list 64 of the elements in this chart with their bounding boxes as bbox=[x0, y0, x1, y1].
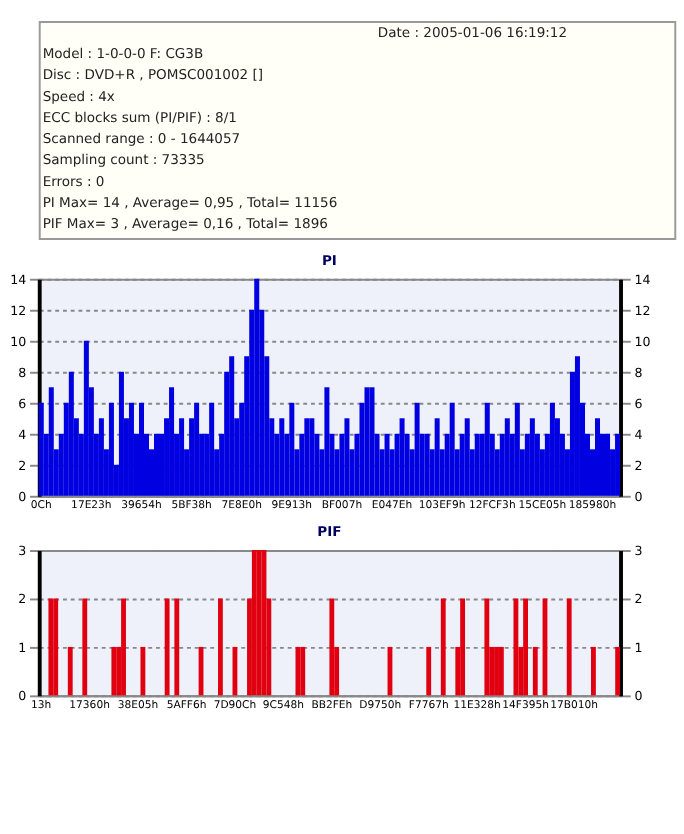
bar bbox=[217, 598, 223, 696]
bar bbox=[140, 646, 146, 696]
bar bbox=[460, 598, 466, 696]
bar bbox=[295, 646, 301, 696]
bar bbox=[449, 402, 455, 496]
bar bbox=[174, 598, 180, 696]
bar bbox=[532, 646, 538, 696]
bar bbox=[344, 418, 350, 496]
bar bbox=[48, 387, 54, 496]
bar bbox=[514, 402, 520, 496]
bar bbox=[424, 433, 430, 496]
bar bbox=[300, 646, 306, 696]
bar bbox=[549, 402, 555, 496]
bar bbox=[138, 402, 144, 496]
bar bbox=[484, 598, 490, 696]
bar bbox=[83, 340, 89, 496]
bar bbox=[426, 646, 432, 696]
bar bbox=[513, 598, 519, 696]
bar bbox=[38, 402, 44, 496]
bar bbox=[440, 598, 446, 696]
bar bbox=[574, 356, 580, 496]
bar bbox=[329, 598, 335, 696]
bar bbox=[279, 418, 285, 496]
bar bbox=[566, 598, 572, 696]
bar bbox=[111, 646, 117, 696]
bar bbox=[523, 598, 529, 696]
bar bbox=[434, 418, 440, 496]
bar bbox=[53, 598, 59, 696]
bar bbox=[118, 371, 124, 496]
bar bbox=[324, 387, 330, 496]
bar bbox=[474, 433, 480, 496]
bar bbox=[194, 402, 200, 496]
bar bbox=[595, 418, 601, 496]
bar bbox=[498, 646, 504, 696]
bar bbox=[128, 402, 134, 496]
bar bbox=[414, 402, 420, 496]
bar bbox=[82, 598, 88, 696]
bar bbox=[229, 356, 235, 496]
bar bbox=[384, 433, 390, 496]
bar bbox=[98, 418, 104, 496]
bar bbox=[364, 387, 370, 496]
bar bbox=[399, 418, 405, 496]
bar bbox=[615, 646, 621, 696]
bar bbox=[615, 433, 621, 496]
bar bbox=[169, 387, 175, 496]
bar bbox=[251, 550, 257, 696]
bar bbox=[179, 418, 185, 496]
bar bbox=[256, 550, 262, 696]
bar bbox=[590, 646, 596, 696]
bar bbox=[48, 598, 54, 696]
bar bbox=[254, 278, 260, 496]
bar bbox=[289, 402, 295, 496]
bar bbox=[121, 598, 126, 696]
bar bbox=[484, 402, 490, 496]
bar bbox=[464, 418, 470, 496]
bar bbox=[304, 418, 310, 496]
bar bbox=[164, 598, 170, 696]
bar bbox=[108, 402, 114, 496]
bar bbox=[369, 387, 375, 496]
bar bbox=[67, 646, 73, 696]
bar bbox=[68, 371, 74, 496]
bar bbox=[309, 418, 315, 496]
bar bbox=[504, 418, 510, 496]
bar bbox=[209, 402, 215, 496]
